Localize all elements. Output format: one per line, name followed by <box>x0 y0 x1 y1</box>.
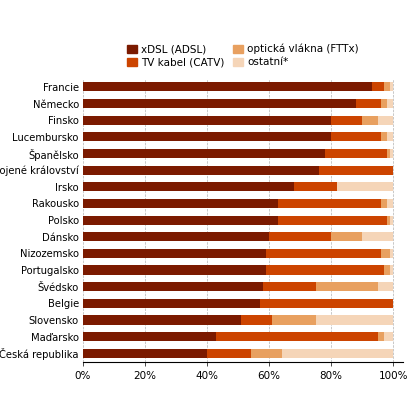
Bar <box>83 165 319 175</box>
Bar <box>251 349 281 358</box>
Bar <box>83 349 207 358</box>
Bar <box>83 215 278 225</box>
Bar <box>316 315 393 325</box>
Bar <box>83 116 331 125</box>
Bar <box>331 116 362 125</box>
Bar <box>319 165 393 175</box>
Bar <box>378 332 384 341</box>
Bar <box>390 83 393 92</box>
Legend: xDSL (ADSL), TV kabel (CATV), optická vlákna (FTTx), ostatní*: xDSL (ADSL), TV kabel (CATV), optická vl… <box>123 41 362 71</box>
Bar <box>325 149 387 158</box>
Bar <box>381 249 390 258</box>
Bar <box>83 265 266 275</box>
Bar <box>216 332 378 341</box>
Bar <box>83 132 331 141</box>
Bar <box>316 282 378 291</box>
Bar <box>83 182 294 191</box>
Bar <box>83 99 356 108</box>
Bar <box>278 199 381 208</box>
Bar <box>83 299 260 308</box>
Bar <box>83 315 241 325</box>
Bar <box>263 282 316 291</box>
Bar <box>387 99 393 108</box>
Bar <box>384 83 390 92</box>
Bar <box>384 265 390 275</box>
Bar <box>362 232 393 241</box>
Bar <box>390 249 393 258</box>
Bar <box>83 282 263 291</box>
Bar <box>378 116 393 125</box>
Bar <box>384 332 393 341</box>
Bar <box>266 249 381 258</box>
Bar <box>281 349 393 358</box>
Bar <box>83 332 216 341</box>
Bar <box>272 315 316 325</box>
Bar <box>278 215 387 225</box>
Bar <box>83 149 325 158</box>
Bar <box>378 282 393 291</box>
Bar <box>83 199 278 208</box>
Bar <box>331 232 362 241</box>
Bar <box>390 215 393 225</box>
Bar <box>381 99 387 108</box>
Bar <box>337 182 393 191</box>
Bar <box>362 116 378 125</box>
Bar <box>381 199 387 208</box>
Bar <box>241 315 272 325</box>
Bar <box>387 132 393 141</box>
Bar <box>387 215 390 225</box>
Bar <box>387 149 390 158</box>
Bar <box>381 132 387 141</box>
Bar <box>390 149 393 158</box>
Bar <box>266 265 384 275</box>
Bar <box>331 132 381 141</box>
Bar <box>207 349 251 358</box>
Bar <box>269 232 331 241</box>
Bar <box>371 83 384 92</box>
Bar <box>83 83 371 92</box>
Bar <box>390 265 393 275</box>
Bar <box>83 249 266 258</box>
Bar <box>83 232 269 241</box>
Bar <box>294 182 337 191</box>
Bar <box>387 199 393 208</box>
Bar <box>260 299 393 308</box>
Bar <box>356 99 381 108</box>
